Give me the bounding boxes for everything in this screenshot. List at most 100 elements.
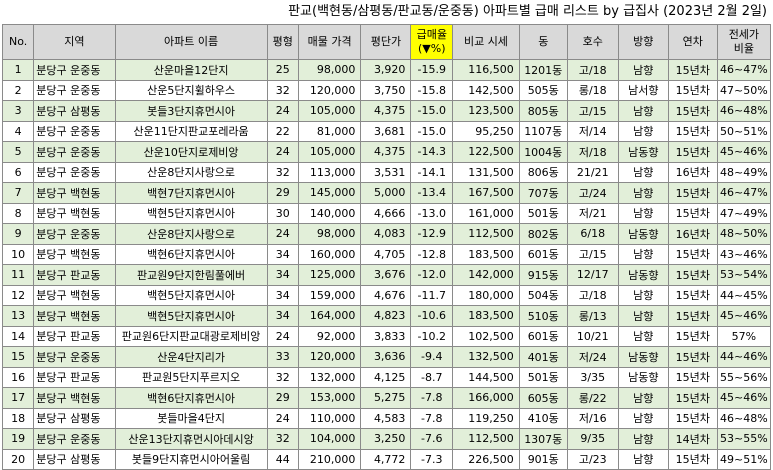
table-row[interactable]: 10 분당구 백현동 백현6단지휴먼시아 34 160,000 4,705 -12.8 183…	[1, 243, 772, 265]
cell-unit: 9/35	[566, 428, 619, 450]
cell-apt-name: 백현5단지휴먼시아	[114, 284, 268, 306]
column-header-unit-price: 평단가	[360, 24, 412, 60]
cell-no: 13	[1, 305, 35, 327]
cell-building: 1307동	[518, 428, 568, 450]
cell-size: 33	[266, 346, 299, 368]
cell-discount-rate: -10.2	[410, 325, 454, 347]
cell-size: 34	[266, 243, 299, 265]
cell-apt-name: 산운10단지로제비앙	[114, 141, 268, 163]
cell-direction: 남동향	[617, 141, 669, 163]
cell-no: 18	[1, 407, 35, 429]
cell-discount-rate: -7.6	[410, 428, 454, 450]
cell-unit-price: 4,083	[360, 223, 412, 245]
cell-region: 분당구 운중동	[33, 161, 116, 183]
cell-jeonse-ratio: 48~50%	[716, 223, 772, 245]
cell-apt-name: 백현5단지휴먼시아	[114, 305, 268, 327]
table-row[interactable]: 18 분당구 삼평동 봇들마을4단지 24 110,000 4,583 -7.8 119,25…	[1, 407, 772, 429]
cell-apt-name: 산운마을12단지	[114, 59, 268, 81]
cell-building: 504동	[518, 284, 568, 306]
cell-apt-name: 백현6단지휴먼시아	[114, 243, 268, 265]
cell-apt-name: 산운11단지판교포레라움	[114, 120, 268, 142]
cell-unit: 롱/18	[566, 79, 619, 101]
table-row[interactable]: 4 분당구 운중동 산운11단지판교포레라움 22 81,000 3,681 -15.0 95…	[1, 120, 772, 142]
cell-unit: 고/15	[566, 243, 619, 265]
cell-unit-price: 4,375	[360, 100, 412, 122]
cell-unit-price: 3,676	[360, 264, 412, 286]
cell-price: 132,000	[297, 366, 362, 388]
cell-no: 6	[1, 161, 35, 183]
cell-unit-price: 3,833	[360, 325, 412, 347]
cell-unit-price: 3,681	[360, 120, 412, 142]
cell-size: 32	[266, 366, 299, 388]
column-header-discount-rate: 급매율 (▼%)	[410, 24, 454, 60]
table-row[interactable]: 8 분당구 백현동 백현5단지휴먼시아 30 140,000 4,666 -13.0 161,…	[1, 202, 772, 224]
table-row[interactable]: 17 분당구 백현동 백현6단지휴먼시아 29 153,000 5,275 -7.8 166,…	[1, 387, 772, 409]
cell-age: 15년차	[667, 264, 718, 286]
cell-jeonse-ratio: 46~47%	[716, 59, 772, 81]
cell-region: 분당구 판교동	[33, 325, 116, 347]
cell-age: 16년차	[667, 161, 718, 183]
table-row[interactable]: 12 분당구 백현동 백현5단지휴먼시아 34 159,000 4,676 -11.7 180…	[1, 284, 772, 306]
column-header-jeonse-ratio: 전세가 비율	[716, 24, 772, 60]
cell-direction: 남향	[617, 305, 669, 327]
cell-building: 510동	[518, 305, 568, 327]
table-body: 1 분당구 운중동 산운마을12단지 25 98,000 3,920 -15.9 116,50…	[1, 59, 772, 470]
cell-price: 105,000	[297, 100, 362, 122]
cell-building: 1004동	[518, 141, 568, 163]
cell-unit: 고/18	[566, 284, 619, 306]
cell-unit: 고/15	[566, 100, 619, 122]
table-row[interactable]: 19 분당구 운중동 산운13단지휴먼시아데시앙 32 104,000 3,250 -7.6…	[1, 428, 772, 450]
table-row[interactable]: 13 분당구 백현동 백현5단지휴먼시아 34 164,000 4,823 -10.6 183…	[1, 305, 772, 327]
cell-no: 16	[1, 366, 35, 388]
cell-unit: 저/14	[566, 120, 619, 142]
cell-age: 15년차	[667, 407, 718, 429]
table-row[interactable]: 14 분당구 판교동 판교원6단지판교대광로제비앙 24 92,000 3,833 -10.…	[1, 325, 772, 347]
table-row[interactable]: 5 분당구 운중동 산운10단지로제비앙 24 105,000 4,375 -14.3 122…	[1, 141, 772, 163]
cell-no: 9	[1, 223, 35, 245]
cell-market-price: 112,500	[452, 428, 520, 450]
column-header-unit: 호수	[566, 24, 619, 60]
cell-age: 15년차	[667, 305, 718, 327]
table-row[interactable]: 20 분당구 삼평동 봇들9단지휴먼시아어울림 44 210,000 4,772 -7.3 2…	[1, 448, 772, 470]
table-row[interactable]: 2 분당구 운중동 산운5단지휠하우스 32 120,000 3,750 -15.8 142,…	[1, 79, 772, 101]
table-row[interactable]: 6 분당구 운중동 산운8단지사랑으로 32 113,000 3,531 -14.1 131,…	[1, 161, 772, 183]
cell-apt-name: 백현7단지휴먼시아	[114, 182, 268, 204]
cell-unit: 고/18	[566, 59, 619, 81]
cell-price: 210,000	[297, 448, 362, 470]
table-row[interactable]: 3 분당구 삼평동 봇들3단지휴먼시아 24 105,000 4,375 -15.0 123,…	[1, 100, 772, 122]
cell-unit-price: 4,583	[360, 407, 412, 429]
cell-no: 2	[1, 79, 35, 101]
cell-unit-price: 3,531	[360, 161, 412, 183]
table-row[interactable]: 16 분당구 판교동 판교원5단지푸르지오 32 132,000 4,125 -8.7 144…	[1, 366, 772, 388]
cell-no: 17	[1, 387, 35, 409]
table-row[interactable]: 7 분당구 백현동 백현7단지휴먼시아 29 145,000 5,000 -13.4 167,…	[1, 182, 772, 204]
cell-jeonse-ratio: 43~46%	[716, 243, 772, 265]
cell-discount-rate: -7.3	[410, 448, 454, 470]
cell-unit: 저/16	[566, 407, 619, 429]
cell-age: 16년차	[667, 223, 718, 245]
cell-apt-name: 백현5단지휴먼시아	[114, 202, 268, 224]
cell-region: 분당구 삼평동	[33, 100, 116, 122]
cell-no: 4	[1, 120, 35, 142]
cell-jeonse-ratio: 47~50%	[716, 79, 772, 101]
table-row[interactable]: 15 분당구 운중동 산운4단지리가 33 120,000 3,636 -9.4 132,50…	[1, 346, 772, 368]
cell-apt-name: 산운13단지휴먼시아데시앙	[114, 428, 268, 450]
page-title: 판교(백현동/삼평동/판교동/운중동) 아파트별 급매 리스트 by 급집사 (…	[288, 4, 767, 19]
cell-jeonse-ratio: 46~48%	[716, 100, 772, 122]
table-row[interactable]: 11 분당구 판교동 판교원9단지한림풀에버 34 125,000 3,676 -12.0 1…	[1, 264, 772, 286]
cell-jeonse-ratio: 45~46%	[716, 305, 772, 327]
cell-size: 25	[266, 59, 299, 81]
cell-unit-price: 4,772	[360, 448, 412, 470]
cell-size: 32	[266, 79, 299, 101]
table-row[interactable]: 1 분당구 운중동 산운마을12단지 25 98,000 3,920 -15.9 116,50…	[1, 59, 772, 81]
cell-size: 34	[266, 264, 299, 286]
cell-price: 113,000	[297, 161, 362, 183]
cell-unit: 12/17	[566, 264, 619, 286]
cell-discount-rate: -8.7	[410, 366, 454, 388]
cell-apt-name: 산운8단지사랑으로	[114, 161, 268, 183]
cell-direction: 남서향	[617, 79, 669, 101]
cell-direction: 남향	[617, 100, 669, 122]
table-row[interactable]: 9 분당구 운중동 산운8단지사랑으로 24 98,000 4,083 -12.9 112,5…	[1, 223, 772, 245]
cell-region: 분당구 백현동	[33, 284, 116, 306]
cell-no: 7	[1, 182, 35, 204]
